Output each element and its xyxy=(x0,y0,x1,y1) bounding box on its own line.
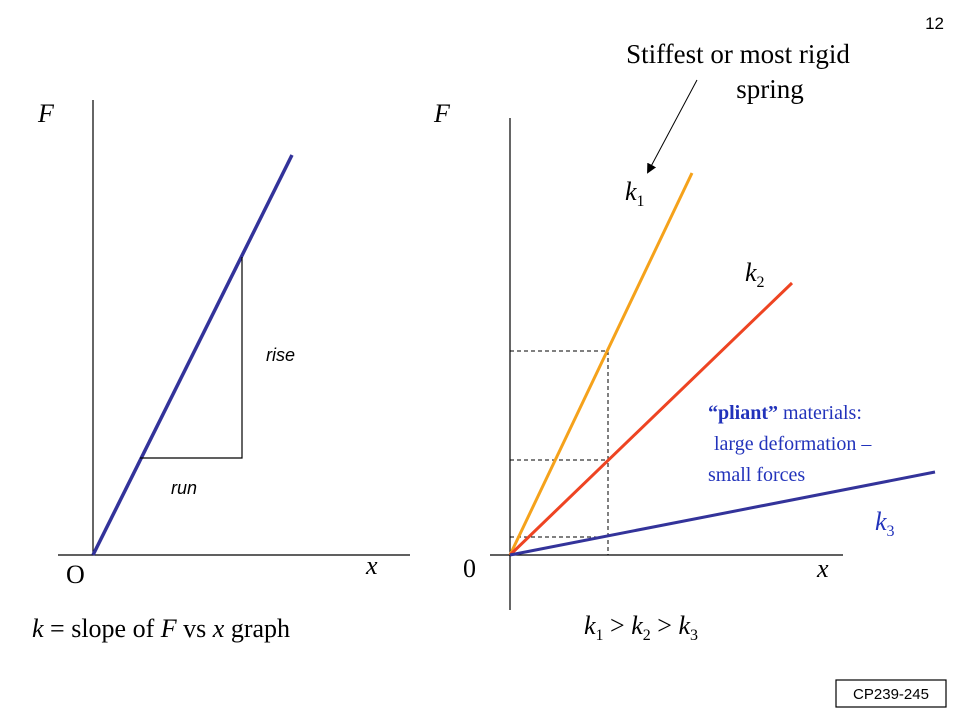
right-x-label: x xyxy=(816,554,829,583)
k3-line xyxy=(509,470,936,557)
k2-letter: k xyxy=(745,258,757,287)
k1-sub: 1 xyxy=(637,193,645,210)
k2-sub: 2 xyxy=(757,274,765,291)
ineq-k3: k xyxy=(678,611,690,640)
rise-run-triangle xyxy=(140,257,243,459)
inequality-caption: k1 > k2 > k3 xyxy=(584,611,698,644)
stiffest-label-line2: spring xyxy=(736,74,804,104)
k1-label: k1 xyxy=(625,177,645,210)
ineq-s2: 2 xyxy=(643,627,651,644)
k1-letter: k xyxy=(625,177,637,206)
left-slope-line xyxy=(91,154,294,556)
ineq-s1: 1 xyxy=(596,627,604,644)
slide-number: 12 xyxy=(925,14,944,33)
left-graph: F x O rise run k = slope of F vs x graph xyxy=(32,99,410,643)
left-y-label: F xyxy=(37,99,55,128)
run-label: run xyxy=(171,478,197,498)
stiffest-label-line1: Stiffest or most rigid xyxy=(626,39,850,69)
k2-label: k2 xyxy=(745,258,765,291)
course-code-border xyxy=(835,679,947,708)
pliant-word: “pliant” xyxy=(708,402,778,424)
dashed-guides xyxy=(510,350,609,555)
ineq-k2: k xyxy=(631,611,643,640)
right-y-label: F xyxy=(433,99,451,128)
ineq-k1: k xyxy=(584,611,596,640)
pliant-note: “pliant” materials: large deformation – … xyxy=(708,402,872,486)
k3-letter: k xyxy=(875,507,887,536)
course-code-box: CP239-245 xyxy=(835,679,947,708)
k3-sub: 3 xyxy=(887,523,895,540)
ineq-gt1: > xyxy=(604,611,632,640)
ineq-s3: 3 xyxy=(690,627,698,644)
caption-vs: vs xyxy=(177,614,213,643)
course-code: CP239-245 xyxy=(853,686,929,703)
pliant-rest: materials: xyxy=(778,402,862,424)
pliant-note-line1: “pliant” materials: xyxy=(708,402,862,424)
caption-graph: graph xyxy=(224,614,290,643)
pliant-note-line3: small forces xyxy=(708,464,805,486)
left-origin-label: O xyxy=(66,560,85,589)
left-x-label: x xyxy=(365,551,378,580)
caption-x: x xyxy=(212,614,225,643)
caption-eq: = slope of xyxy=(44,614,161,643)
k2-line xyxy=(508,281,794,557)
caption-k: k xyxy=(32,614,44,643)
ineq-gt2: > xyxy=(651,611,679,640)
right-graph: F x 0 k1 k2 k3 Stiffest or most rigid sp… xyxy=(433,39,936,644)
caption-F: F xyxy=(160,614,178,643)
stiffest-arrow xyxy=(647,79,698,174)
k1-line xyxy=(508,172,694,556)
left-caption: k = slope of F vs x graph xyxy=(32,614,290,643)
rise-label: rise xyxy=(266,345,295,365)
k3-label: k3 xyxy=(875,507,895,540)
pliant-note-line2: large deformation – xyxy=(714,433,872,455)
right-origin-label: 0 xyxy=(463,554,476,583)
